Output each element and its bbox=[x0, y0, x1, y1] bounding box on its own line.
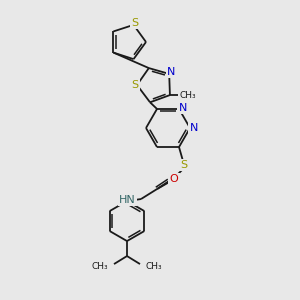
Text: N: N bbox=[167, 67, 176, 77]
Text: O: O bbox=[169, 174, 178, 184]
Text: S: S bbox=[131, 80, 139, 90]
Text: N: N bbox=[190, 123, 198, 133]
Text: N: N bbox=[179, 103, 187, 113]
Text: S: S bbox=[180, 160, 188, 170]
Text: CH₃: CH₃ bbox=[92, 262, 108, 271]
Text: CH₃: CH₃ bbox=[180, 91, 196, 100]
Text: CH₃: CH₃ bbox=[146, 262, 163, 271]
Text: S: S bbox=[131, 18, 138, 28]
Text: HN: HN bbox=[119, 195, 136, 205]
